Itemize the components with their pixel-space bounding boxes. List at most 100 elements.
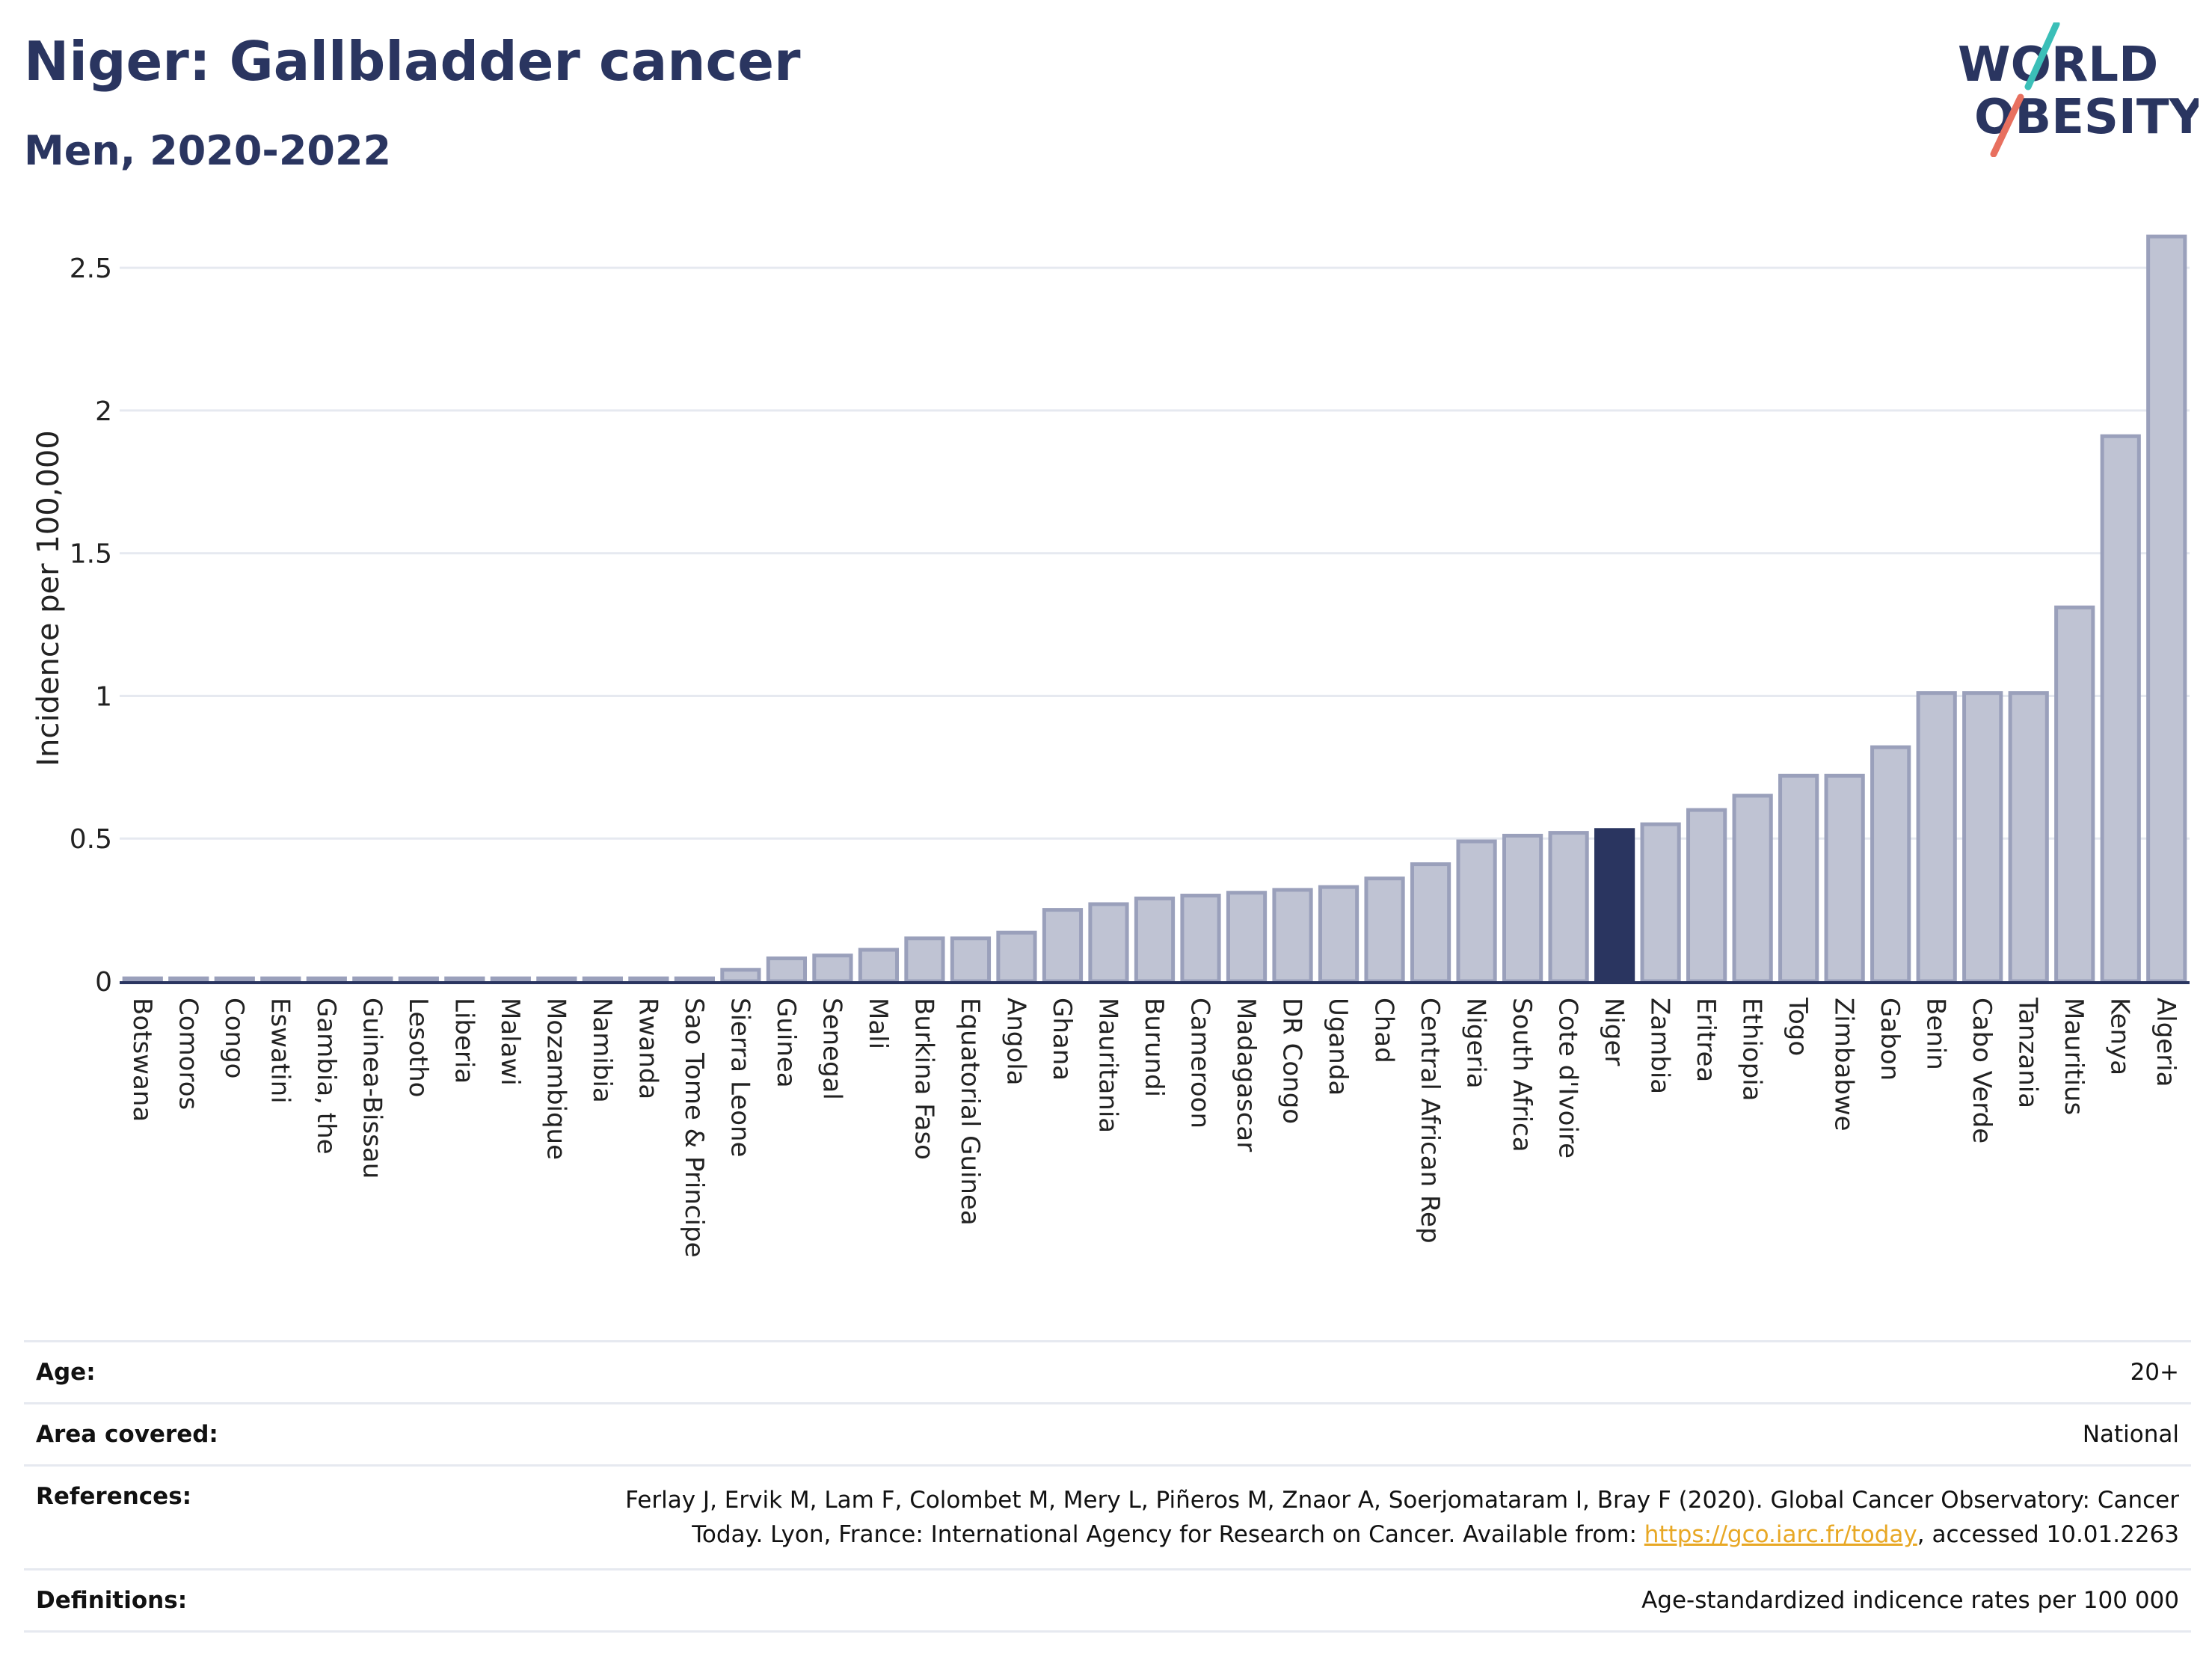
x-tick-label: Mozambique [541,998,571,1160]
x-tick-label: Comoros [173,998,203,1110]
y-axis-title: Incidence per 100,000 [31,430,66,767]
bar-cabo-verde[interactable] [1962,691,2003,983]
x-tick-label: Senegal [817,998,847,1100]
bar-gambia-the[interactable] [306,976,347,983]
bar-liberia[interactable] [444,976,485,983]
info-row-references: References: Ferlay J, Ervik M, Lam F, Co… [24,1464,2191,1568]
y-tick-label: 1.5 [70,539,112,570]
x-tick-label: Rwanda [633,998,663,1099]
bar-angola[interactable] [996,930,1037,983]
logo-slash-bottom-icon [1990,93,2024,157]
x-tick-label: Zimbabwe [1829,998,1859,1132]
x-tick-label: Ethiopia [1737,998,1767,1101]
x-tick-label: Namibia [587,998,617,1103]
definitions-label: Definitions: [36,1587,188,1614]
logo-slash-top-icon [2024,22,2060,90]
x-tick-label: Lesotho [403,998,433,1097]
x-axis-category-labels: Botswana Comoros Congo Eswatini Gambia, the G… [127,997,2181,1258]
x-tick-label: Botswana [127,998,157,1122]
bar-kenya[interactable] [2100,434,2141,983]
x-tick-label: Kenya [2105,998,2135,1075]
x-tick-label: Nigeria [1461,998,1491,1089]
bar-chad[interactable] [1364,876,1405,983]
x-tick-label: Malawi [495,998,525,1086]
bar-benin[interactable] [1916,691,1957,983]
bar-eswatini[interactable] [260,976,301,983]
bar-senegal[interactable] [812,954,853,983]
area-value: National [2082,1421,2179,1448]
bar-zambia[interactable] [1640,822,1681,983]
info-table: Age: 20+ Area covered: National Referenc… [24,1340,2191,1633]
bar-mauritius[interactable] [2054,605,2095,983]
bar-nigeria[interactable] [1456,839,1497,983]
bar-malawi[interactable] [490,976,531,983]
x-tick-label: Cabo Verde [1967,998,1997,1143]
info-row-area: Area covered: National [24,1402,2191,1464]
bar-niger[interactable] [1594,828,1635,983]
y-tick-label: 2.5 [70,254,112,284]
bar-dr-congo[interactable] [1272,888,1313,983]
bar-ethiopia[interactable] [1732,793,1773,983]
bar-rwanda[interactable] [628,976,669,983]
page-title: Niger: Gallbladder cancer [24,30,801,93]
x-tick-label: Uganda [1323,998,1353,1096]
bar-equatorial-guinea[interactable] [950,936,992,983]
world-obesity-logo: WORLD OBESITY [1958,22,2199,157]
x-tick-label: Eswatini [265,998,295,1104]
x-tick-label: Cameroon [1185,998,1215,1129]
x-tick-label: Tanzania [2013,997,2043,1108]
x-tick-label: DR Congo [1277,998,1307,1124]
x-tick-label: Mauritius [2059,998,2089,1115]
bar-guinea-bissau[interactable] [352,976,393,983]
bar-togo[interactable] [1778,773,1819,983]
x-tick-label: Ghana [1047,998,1077,1081]
age-label: Age: [36,1359,96,1386]
bar-congo[interactable] [214,976,255,983]
x-tick-label: Algeria [2151,998,2181,1087]
x-tick-label: Liberia [449,998,479,1084]
x-tick-label: Guinea [771,998,801,1088]
bar-gabon[interactable] [1870,745,1911,983]
references-text: Ferlay J, Ervik M, Lam F, Colombet M, Me… [625,1487,2179,1548]
references-label: References: [36,1483,192,1510]
bar-mauritania[interactable] [1088,902,1129,983]
y-tick-label: 1 [95,681,112,712]
bar-cameroon[interactable] [1180,894,1221,983]
info-row-definitions: Definitions: Age-standardized indicence … [24,1568,2191,1633]
x-tick-label: Madagascar [1231,998,1261,1152]
x-tick-label: Equatorial Guinea [955,998,985,1226]
bar-cote-d-ivoire[interactable] [1548,831,1589,983]
bar-guinea[interactable] [766,956,808,983]
bar-lesotho[interactable] [398,976,439,983]
bar-uganda[interactable] [1318,885,1360,983]
bar-sierra-leone[interactable] [720,968,761,983]
y-tick-label: 0.5 [70,824,112,855]
x-tick-label: Niger [1599,998,1629,1066]
bar-tanzania[interactable] [2008,691,2049,983]
bar-south-africa[interactable] [1502,833,1543,983]
bar-burundi[interactable] [1134,896,1176,983]
bar-eritrea[interactable] [1686,808,1727,983]
bar-madagascar[interactable] [1226,891,1268,983]
x-tick-label: Guinea-Bissau [357,998,387,1179]
bar-algeria[interactable] [2146,234,2187,983]
x-tick-label: Angola [1001,998,1030,1085]
bar-sao-tome-principe[interactable] [674,976,715,983]
bar-burkina-faso[interactable] [904,936,945,983]
info-row-age: Age: 20+ [24,1340,2191,1402]
bar-comoros[interactable] [168,976,209,983]
x-tick-label: Sao Tome & Principe [679,998,709,1258]
bar-zimbabwe[interactable] [1824,773,1865,983]
references-accessed: , accessed 10.01.2263 [1917,1521,2179,1548]
references-link[interactable]: https://gco.iarc.fr/today [1644,1521,1917,1548]
x-tick-label: Burundi [1139,998,1169,1097]
bar-mozambique[interactable] [536,976,577,983]
x-tick-label: Sierra Leone [725,998,755,1157]
x-tick-label: Central African Rep [1415,998,1445,1244]
x-tick-label: Burkina Faso [909,998,938,1160]
bar-ghana[interactable] [1042,908,1084,983]
bar-botswana[interactable] [122,976,163,983]
bar-mali[interactable] [858,948,900,983]
bar-central-african-rep[interactable] [1410,862,1451,983]
bar-namibia[interactable] [582,976,623,983]
